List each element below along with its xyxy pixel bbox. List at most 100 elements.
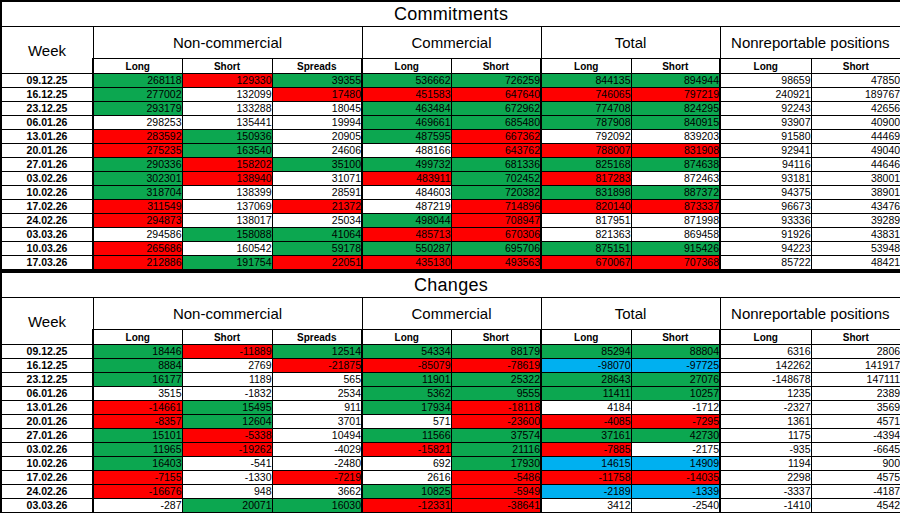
cell-total-long: -7885 xyxy=(541,443,631,457)
cell-noncommercial-spreads: 17480 xyxy=(272,88,362,102)
cell-total-short: 27076 xyxy=(631,373,720,387)
table-row: 10.02.2616403-541-2480692179301461514909… xyxy=(1,457,900,471)
cell-nonreportable-short: 38901 xyxy=(811,186,900,200)
cell-noncommercial-short: -1832 xyxy=(182,387,272,401)
cell-nonreportable-short: 147111 xyxy=(811,373,900,387)
cell-commercial-short: 670306 xyxy=(451,228,541,242)
changes-rows: 09.12.2518446-11889125145433488179852948… xyxy=(1,345,900,513)
changes-title: Changes xyxy=(1,272,900,298)
cell-noncommercial-short: 15495 xyxy=(182,401,272,415)
cell-total-long: 817283 xyxy=(541,172,631,186)
cell-noncommercial-short: 12604 xyxy=(182,415,272,429)
week-cell: 23.12.25 xyxy=(1,373,93,387)
col-header-total-short: Short xyxy=(631,59,720,74)
cell-total-short: 10257 xyxy=(631,387,720,401)
cell-total-long: 821363 xyxy=(541,228,631,242)
group-header-nonreportable: Nonreportable positions xyxy=(720,298,900,330)
cell-total-short: 88804 xyxy=(631,345,720,359)
cell-commercial-short: 9555 xyxy=(451,387,541,401)
week-cell: 03.02.26 xyxy=(1,172,93,186)
cell-noncommercial-spreads: 3701 xyxy=(272,415,362,429)
col-header-total-short: Short xyxy=(631,330,720,345)
cell-noncommercial-long: -14661 xyxy=(93,401,182,415)
cell-noncommercial-long: 294586 xyxy=(93,228,182,242)
cell-commercial-short: 681336 xyxy=(451,158,541,172)
cell-noncommercial-short: 133288 xyxy=(182,102,272,116)
cell-total-short: 873337 xyxy=(631,200,720,214)
week-cell: 20.01.26 xyxy=(1,415,93,429)
col-header-nonreportable-long: Long xyxy=(720,330,811,345)
table-row: 13.01.2628359215093620905487595667362792… xyxy=(1,130,900,144)
table-row: 17.02.2631154913706921372487219714896820… xyxy=(1,200,900,214)
col-header-noncommercial-long: Long xyxy=(93,59,182,74)
cell-nonreportable-short: -4394 xyxy=(811,429,900,443)
col-header-noncommercial-short: Short xyxy=(182,330,272,345)
cell-commercial-short: 493563 xyxy=(451,256,541,271)
cell-noncommercial-long: 15101 xyxy=(93,429,182,443)
week-cell: 24.02.26 xyxy=(1,485,93,499)
week-cell: 27.01.26 xyxy=(1,429,93,443)
col-header-commercial-short: Short xyxy=(451,330,541,345)
title-row: Commitments xyxy=(1,1,900,27)
cell-total-short: -2540 xyxy=(631,499,720,513)
week-cell: 13.01.26 xyxy=(1,130,93,144)
cell-nonreportable-short: 48421 xyxy=(811,256,900,271)
week-cell: 27.01.26 xyxy=(1,158,93,172)
col-header-total-long: Long xyxy=(541,330,631,345)
cell-nonreportable-long: 94223 xyxy=(720,242,811,256)
col-header-noncommercial-spreads: Spreads xyxy=(272,59,362,74)
cell-total-long: -2189 xyxy=(541,485,631,499)
table-row: 16.12.2527700213209917480451583647640746… xyxy=(1,88,900,102)
cell-noncommercial-short: -19262 xyxy=(182,443,272,457)
cell-noncommercial-long: 212886 xyxy=(93,256,182,271)
table-row: 03.03.2629458615808841064485713670306821… xyxy=(1,228,900,242)
table-row: 20.01.26-8357126043701571-23600-4085-729… xyxy=(1,415,900,429)
cell-commercial-long: 2616 xyxy=(362,471,451,485)
cell-nonreportable-short: 43831 xyxy=(811,228,900,242)
cell-noncommercial-spreads: 12514 xyxy=(272,345,362,359)
cell-noncommercial-spreads: 41064 xyxy=(272,228,362,242)
cell-nonreportable-short: 3569 xyxy=(811,401,900,415)
cell-total-short: -97725 xyxy=(631,359,720,373)
cell-noncommercial-long: 298253 xyxy=(93,116,182,130)
cell-noncommercial-spreads: 59178 xyxy=(272,242,362,256)
week-column-header: Week xyxy=(1,298,93,345)
cell-nonreportable-long: 92243 xyxy=(720,102,811,116)
cell-nonreportable-short: 38001 xyxy=(811,172,900,186)
cell-commercial-short: 25322 xyxy=(451,373,541,387)
group-header-row: Week Non-commercial Commercial Total Non… xyxy=(1,298,900,330)
cell-noncommercial-short: 129330 xyxy=(182,74,272,88)
cell-total-long: 787908 xyxy=(541,116,631,130)
table-row: 24.02.26-16676948366210825-5949-2189-133… xyxy=(1,485,900,499)
cell-noncommercial-short: 138399 xyxy=(182,186,272,200)
cell-nonreportable-long: -148678 xyxy=(720,373,811,387)
cell-noncommercial-long: 18446 xyxy=(93,345,182,359)
cell-noncommercial-long: -8357 xyxy=(93,415,182,429)
cell-commercial-long: 550287 xyxy=(362,242,451,256)
table-row: 06.01.2629825313544119994469661685480787… xyxy=(1,116,900,130)
cell-noncommercial-short: -5338 xyxy=(182,429,272,443)
group-header-noncommercial: Non-commercial xyxy=(93,298,362,330)
cell-nonreportable-short: 53948 xyxy=(811,242,900,256)
cell-nonreportable-short: 900 xyxy=(811,457,900,471)
cell-noncommercial-spreads: 21372 xyxy=(272,200,362,214)
cell-nonreportable-long: 91926 xyxy=(720,228,811,242)
cell-total-short: 887372 xyxy=(631,186,720,200)
cell-noncommercial-spreads: 18045 xyxy=(272,102,362,116)
cell-total-long: 28643 xyxy=(541,373,631,387)
cell-total-long: 820140 xyxy=(541,200,631,214)
cell-noncommercial-spreads: 28591 xyxy=(272,186,362,200)
cell-commercial-short: 726259 xyxy=(451,74,541,88)
week-cell: 23.12.25 xyxy=(1,102,93,116)
cell-noncommercial-short: -541 xyxy=(182,457,272,471)
week-cell: 03.03.26 xyxy=(1,499,93,513)
cell-noncommercial-long: 302301 xyxy=(93,172,182,186)
cell-nonreportable-long: -935 xyxy=(720,443,811,457)
cell-total-long: 792092 xyxy=(541,130,631,144)
col-header-total-long: Long xyxy=(541,59,631,74)
cell-total-short: -1339 xyxy=(631,485,720,499)
cell-total-short: 707368 xyxy=(631,256,720,271)
cell-noncommercial-short: 163540 xyxy=(182,144,272,158)
cell-commercial-short: 643762 xyxy=(451,144,541,158)
cell-nonreportable-long: 91580 xyxy=(720,130,811,144)
